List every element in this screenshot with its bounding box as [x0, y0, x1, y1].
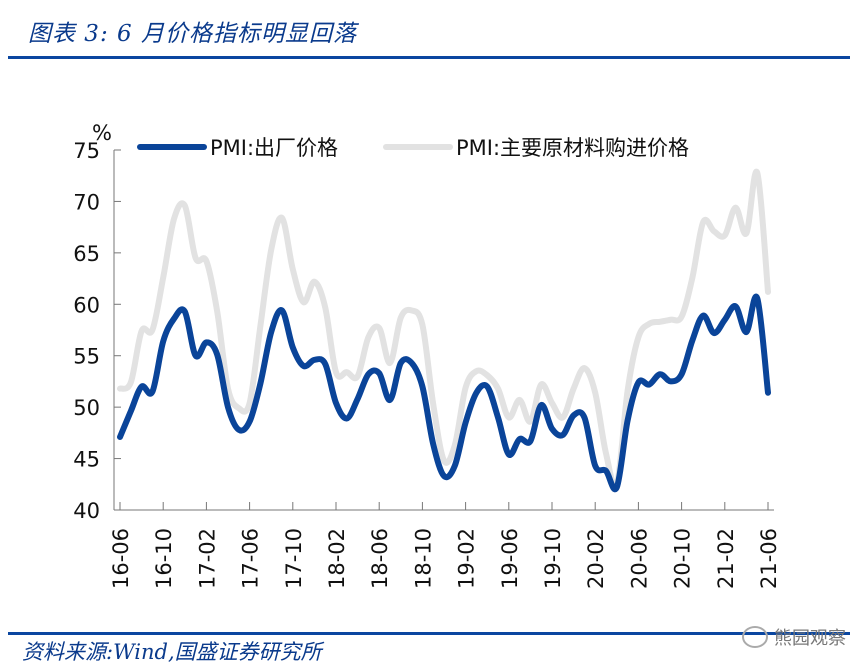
legend-label-ex-factory: PMI:出厂价格 — [210, 136, 338, 160]
x-tick-label: 20-02 — [584, 528, 608, 589]
y-tick-label: 50 — [73, 396, 100, 420]
y-tick-label: 75 — [73, 139, 100, 163]
y-tick-label: 55 — [73, 345, 100, 369]
x-tick-label: 16-10 — [152, 528, 176, 589]
x-tick-label: 17-10 — [282, 528, 306, 589]
x-tick-label: 19-02 — [455, 528, 479, 589]
legend: PMI:出厂价格 PMI:主要原材料购进价格 — [137, 136, 689, 160]
x-tick-label: 17-06 — [239, 528, 263, 589]
y-tick-label: 45 — [73, 448, 100, 472]
x-tick-label: 19-10 — [541, 528, 565, 589]
y-tick-label: 70 — [73, 190, 100, 214]
source-note: 资料来源:Wind,国盛证券研究所 — [22, 640, 322, 664]
x-tick-label: 20-06 — [627, 528, 651, 589]
x-tick-label: 17-02 — [195, 528, 219, 589]
x-tick-label: 18-02 — [325, 528, 349, 589]
x-tick-label: 18-06 — [368, 528, 392, 589]
x-tick-label: 21-02 — [714, 528, 738, 589]
chart-title: 图表 3: 6 月价格指标明显回落 — [28, 21, 357, 47]
legend-label-input: PMI:主要原材料购进价格 — [456, 136, 689, 160]
x-tick-label: 20-10 — [671, 528, 695, 589]
wechat-icon — [742, 626, 768, 648]
axes: 40 45 50 55 60 65 70 75 16-06 16-10 17-02 17-06 17-1… — [73, 139, 781, 589]
footer-rule — [8, 632, 850, 635]
series-line-input — [117, 168, 771, 490]
series-lines — [117, 168, 771, 493]
line-chart: 40 45 50 55 60 65 70 75 16-06 16-10 17-02 17-06 17-1… — [73, 121, 781, 589]
x-tick-label: 16-06 — [109, 528, 133, 589]
watermark: 熊园观察 — [742, 624, 846, 650]
x-tick-label: 18-10 — [411, 528, 435, 589]
y-tick-label: 65 — [73, 242, 100, 266]
watermark-text: 熊园观察 — [774, 628, 846, 649]
y-unit-label: % — [92, 121, 112, 145]
x-tick-label: 19-06 — [498, 528, 522, 589]
y-tick-label: 40 — [73, 499, 100, 523]
x-tick-label: 21-06 — [757, 528, 781, 589]
title-rule — [8, 56, 850, 59]
y-tick-label: 60 — [73, 293, 100, 317]
